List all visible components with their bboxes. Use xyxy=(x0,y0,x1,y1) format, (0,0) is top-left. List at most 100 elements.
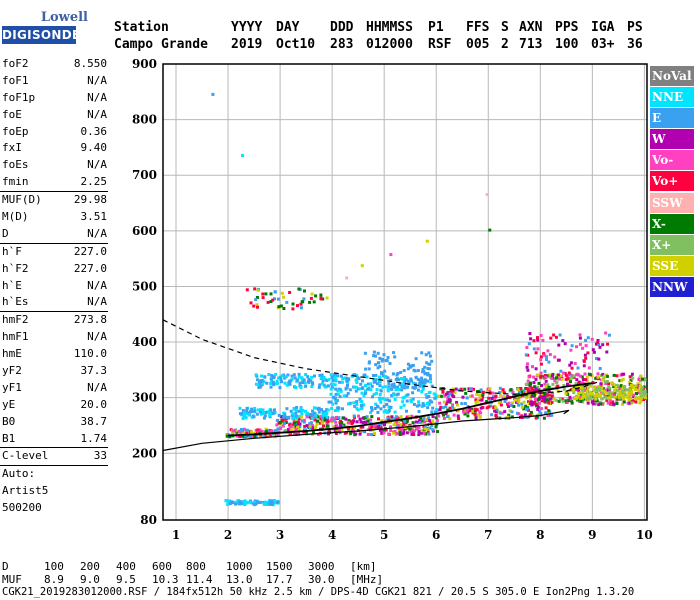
echo-point xyxy=(430,384,434,388)
echo-point xyxy=(581,386,585,390)
echo-point xyxy=(417,410,421,413)
echo-point xyxy=(489,404,493,408)
echo-point xyxy=(637,391,641,395)
echo-point xyxy=(369,388,373,392)
echo-point xyxy=(256,408,260,412)
echo-point xyxy=(430,400,434,404)
echo-point xyxy=(528,383,532,387)
echo-point xyxy=(578,333,582,337)
echo-point xyxy=(619,396,623,400)
header-row2-cell-0: Campo Grande xyxy=(114,37,208,52)
echo-point xyxy=(321,379,325,383)
echo-point xyxy=(255,303,259,307)
echo-point xyxy=(382,374,385,378)
echo-point xyxy=(366,382,370,386)
echo-point xyxy=(280,415,283,419)
echo-point xyxy=(269,409,273,413)
echo-point xyxy=(274,372,278,376)
echo-point xyxy=(529,410,533,414)
echo-point xyxy=(326,408,330,412)
echo-point xyxy=(451,403,455,407)
echo-point xyxy=(243,411,246,415)
echo-point xyxy=(300,300,304,304)
echo-point xyxy=(570,399,574,403)
echo-point xyxy=(333,409,337,412)
echo-point xyxy=(382,410,386,414)
muf-row2-cell: 10.3 xyxy=(152,573,179,586)
echo-point xyxy=(545,355,549,359)
echo-point xyxy=(619,384,623,388)
echo-point xyxy=(363,373,367,377)
echo-point xyxy=(368,421,372,425)
echo-point xyxy=(241,428,245,432)
echo-point xyxy=(568,376,572,380)
echo-point xyxy=(280,374,284,378)
echo-point xyxy=(259,433,263,437)
echo-point xyxy=(273,290,277,294)
header-row1-cell-4: HHMMSS xyxy=(366,20,413,35)
echo-point xyxy=(582,359,586,363)
header-row2-cell-6: 005 xyxy=(466,37,490,52)
echo-point xyxy=(400,382,403,386)
echo-point xyxy=(280,422,283,426)
echo-point xyxy=(297,417,301,421)
echo-point xyxy=(377,417,380,421)
echo-point xyxy=(264,427,268,431)
echo-point xyxy=(302,378,306,382)
echo-point xyxy=(509,388,513,392)
echo-point xyxy=(421,402,425,406)
echo-point xyxy=(311,413,315,417)
echo-point xyxy=(548,353,552,356)
echo-point xyxy=(526,362,529,366)
echo-point xyxy=(635,392,639,395)
echo-point xyxy=(234,502,238,506)
echo-point xyxy=(394,378,398,381)
echo-point xyxy=(591,348,595,352)
echo-point xyxy=(378,384,382,388)
legend-item-vo-: Vo+ xyxy=(650,171,694,192)
echo-point xyxy=(232,429,236,433)
echo-point xyxy=(542,395,546,399)
echo-point xyxy=(518,390,521,394)
echo-point xyxy=(532,381,536,385)
legend-item-vo-: Vo- xyxy=(650,150,694,171)
echo-point xyxy=(631,386,635,390)
echo-point xyxy=(588,390,592,394)
echo-point xyxy=(538,409,542,413)
echo-point xyxy=(519,387,523,390)
echo-point xyxy=(638,383,642,387)
echo-point xyxy=(625,394,629,398)
echo-point xyxy=(547,401,551,405)
param-value: 1.74 xyxy=(80,431,108,445)
echo-point xyxy=(300,377,304,381)
echo-point xyxy=(253,406,257,410)
param-row: Auto: xyxy=(0,466,110,483)
echo-point xyxy=(334,378,338,382)
echo-point xyxy=(416,369,420,373)
echo-point xyxy=(429,380,433,384)
echo-point xyxy=(325,379,329,382)
echo-point xyxy=(402,377,406,381)
echo-point xyxy=(448,398,451,402)
echo-point xyxy=(566,392,570,396)
echo-point xyxy=(253,434,257,438)
echo-point xyxy=(376,351,380,355)
echo-point xyxy=(362,394,366,397)
echo-point xyxy=(462,410,466,414)
echo-point xyxy=(334,401,338,405)
echo-point xyxy=(466,414,470,418)
echo-point xyxy=(545,396,549,400)
echo-point xyxy=(323,418,327,422)
echo-point xyxy=(632,399,636,403)
echo-point xyxy=(634,400,638,404)
param-row: h`Es N/A xyxy=(0,294,110,311)
echo-point xyxy=(511,401,514,405)
echo-point xyxy=(520,414,524,418)
echo-point xyxy=(581,381,584,385)
echo-point xyxy=(333,383,337,387)
echo-point xyxy=(400,377,403,381)
echo-point xyxy=(292,426,296,430)
echo-point xyxy=(304,428,307,432)
echo-point xyxy=(314,425,318,429)
echo-point xyxy=(410,379,413,383)
